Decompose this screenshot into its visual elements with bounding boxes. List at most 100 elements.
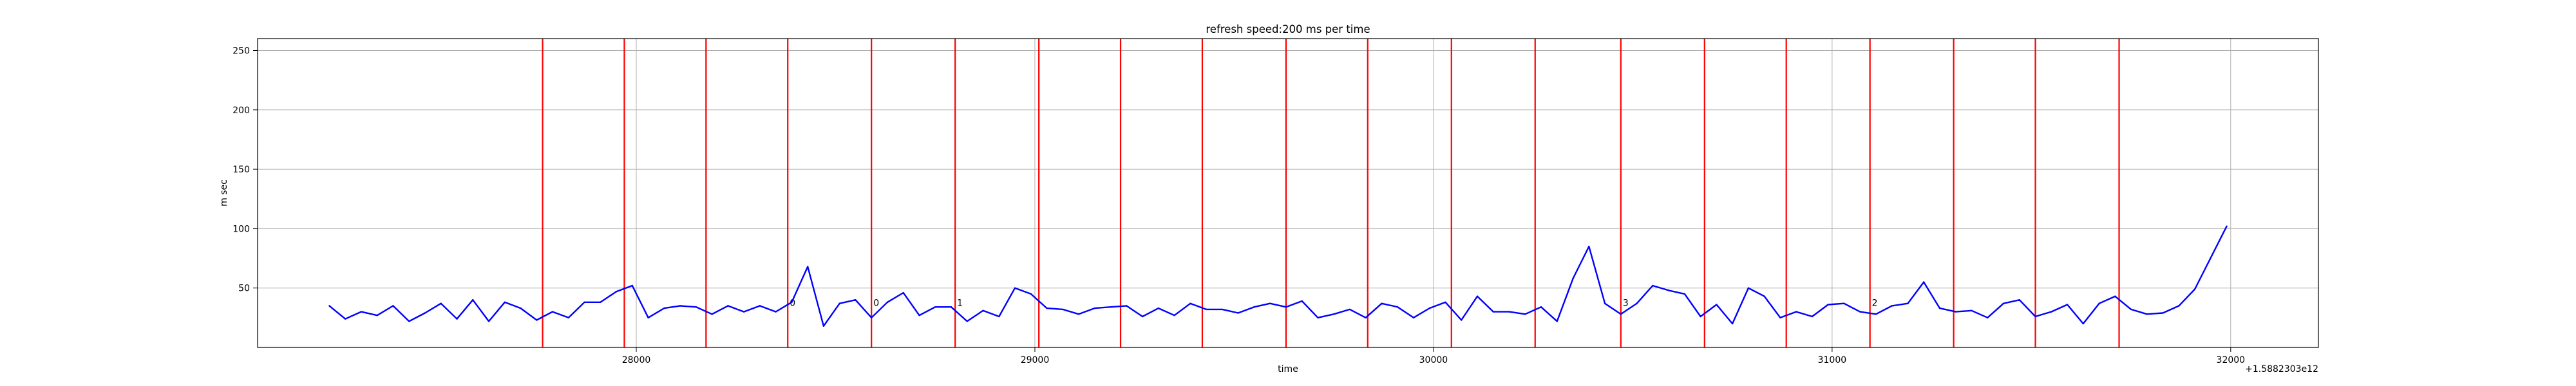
data-point (902, 291, 904, 294)
data-point (918, 314, 920, 317)
data-point (934, 306, 936, 308)
data-point (376, 314, 378, 317)
data-point (600, 301, 601, 304)
data-point (727, 305, 729, 307)
data-point (2226, 225, 2228, 227)
data-point (456, 318, 458, 320)
data-point (2162, 312, 2164, 314)
data-point (1365, 317, 1367, 319)
data-point (615, 291, 618, 293)
vertical-marker-label: 2 (1872, 298, 1878, 308)
data-point (1381, 302, 1383, 304)
data-point (2098, 302, 2100, 304)
data-point (1126, 305, 1128, 307)
data-point (1779, 317, 1781, 319)
data-point (1955, 311, 1956, 313)
data-point (1508, 311, 1510, 313)
data-point (1014, 287, 1016, 289)
data-point (950, 306, 952, 308)
y-tick-label: 200 (232, 106, 250, 116)
data-point (679, 305, 681, 307)
data-point (1110, 306, 1112, 308)
data-point (1062, 308, 1064, 311)
data-point (567, 317, 569, 319)
x-axis-title: time (1278, 364, 1298, 374)
data-point (1971, 309, 1973, 311)
data-point (1332, 313, 1335, 315)
data-point (1189, 302, 1191, 304)
data-point (1141, 315, 1144, 318)
data-point (2034, 315, 2036, 318)
y-tick-label: 50 (238, 284, 250, 294)
data-point (1444, 301, 1446, 304)
data-point (1987, 317, 1989, 319)
data-point (1827, 304, 1829, 306)
vertical-marker-label: 0 (790, 298, 795, 308)
data-point (2018, 299, 2020, 301)
data-point (631, 284, 634, 287)
data-point (663, 307, 665, 309)
data-point (998, 315, 1000, 318)
data-point (2130, 308, 2132, 311)
data-point (711, 313, 713, 315)
data-point (1157, 307, 1160, 309)
data-point (1763, 295, 1765, 297)
data-point (488, 320, 490, 322)
vertical-marker-label: 0 (873, 298, 879, 308)
x-tick-label: 32000 (2217, 355, 2246, 365)
plot-frame (257, 38, 2319, 348)
data-point (344, 318, 346, 320)
y-axis-title: m sec (219, 179, 229, 207)
data-point (1891, 305, 1893, 307)
data-point (551, 311, 554, 313)
data-point (1285, 306, 1287, 308)
data-point (1938, 307, 1941, 309)
data-point (1173, 314, 1175, 317)
data-point (838, 302, 840, 304)
data-point (966, 320, 968, 322)
data-point (520, 307, 522, 309)
chart-title: refresh speed:200 ms per time (1206, 23, 1370, 35)
grid (258, 39, 2318, 347)
data-point (1652, 284, 1654, 287)
data-point (1397, 306, 1399, 308)
data-point (2082, 322, 2085, 325)
data-point (1046, 307, 1048, 309)
data-point (1221, 308, 1224, 311)
data-point (1923, 281, 1925, 283)
data-point (1094, 307, 1096, 309)
data-point (536, 319, 538, 321)
data-point (1683, 293, 1686, 295)
data-point (360, 311, 363, 313)
data-point (791, 301, 793, 304)
vertical-marker-label: 3 (1623, 298, 1629, 308)
data-point (1588, 245, 1590, 248)
data-point (504, 301, 506, 304)
data-point (1476, 295, 1479, 297)
data-point (1030, 293, 1032, 295)
data-point (1540, 306, 1542, 308)
data-point (695, 306, 697, 308)
series-layer (328, 225, 2228, 327)
vertical-marker-label: 1 (957, 298, 963, 308)
data-point (743, 311, 745, 313)
data-point (647, 317, 649, 319)
data-point (822, 325, 825, 327)
data-point (1859, 311, 1861, 313)
data-point (2114, 295, 2116, 297)
data-point (1077, 313, 1080, 315)
x-tick-label: 30000 (1419, 355, 1448, 365)
data-point (1875, 313, 1877, 315)
x-tick-label: 29000 (1021, 355, 1050, 365)
x-tick-label: 28000 (622, 355, 651, 365)
data-point (1667, 290, 1670, 291)
data-point (1349, 308, 1351, 311)
data-point (1700, 315, 1701, 318)
data-point (1237, 312, 1239, 314)
data-point (1524, 313, 1526, 315)
data-point (2050, 311, 2052, 313)
data-point (392, 305, 394, 307)
data-point (440, 302, 442, 304)
